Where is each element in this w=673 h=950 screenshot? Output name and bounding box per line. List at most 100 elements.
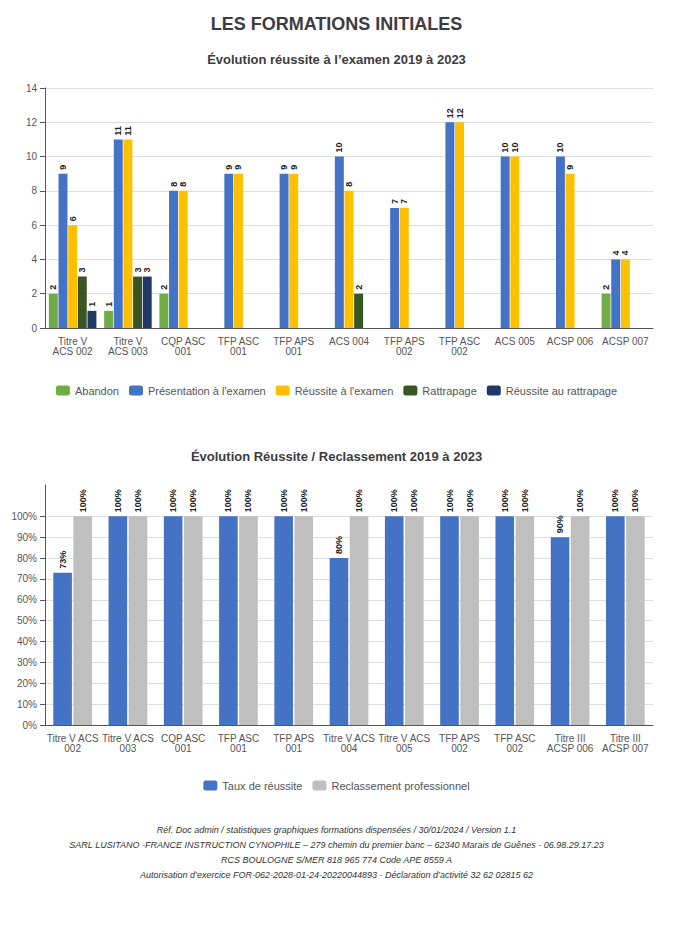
svg-text:100%: 100% (133, 489, 143, 512)
svg-text:7: 7 (399, 199, 409, 204)
svg-text:100%: 100% (113, 489, 123, 512)
svg-text:ACSP 007: ACSP 007 (602, 743, 649, 754)
svg-text:002: 002 (451, 346, 468, 357)
svg-text:001: 001 (175, 743, 192, 754)
svg-text:ACSP 006: ACSP 006 (547, 743, 594, 754)
svg-text:001: 001 (230, 743, 247, 754)
svg-text:001: 001 (230, 346, 247, 357)
svg-text:2: 2 (601, 285, 611, 290)
svg-text:100%: 100% (223, 489, 233, 512)
svg-text:3: 3 (142, 268, 152, 273)
svg-text:3: 3 (133, 268, 143, 273)
svg-text:Évolution Réussite / Reclassem: Évolution Réussite / Reclassement 2019 à… (191, 449, 482, 464)
svg-text:10: 10 (334, 143, 344, 153)
svg-text:2: 2 (48, 285, 58, 290)
svg-text:100%: 100% (630, 489, 640, 512)
svg-text:10: 10 (500, 143, 510, 153)
svg-text:0%: 0% (23, 720, 38, 731)
svg-text:9: 9 (224, 165, 234, 170)
svg-text:10: 10 (510, 143, 520, 153)
svg-text:100%: 100% (520, 489, 530, 512)
svg-text:60%: 60% (17, 594, 37, 605)
svg-text:14: 14 (26, 83, 38, 94)
svg-text:100%: 100% (168, 489, 178, 512)
svg-text:10: 10 (26, 151, 38, 162)
svg-text:100%: 100% (354, 489, 364, 512)
svg-text:001: 001 (285, 346, 302, 357)
svg-text:SARL LUSITANO -FRANCE INSTRUCT: SARL LUSITANO -FRANCE INSTRUCTION CYNOPH… (69, 840, 603, 850)
svg-text:50%: 50% (17, 615, 37, 626)
svg-text:73%: 73% (58, 551, 68, 569)
svg-text:002: 002 (506, 743, 523, 754)
svg-text:80%: 80% (17, 553, 37, 564)
svg-text:70%: 70% (17, 573, 37, 584)
svg-text:90%: 90% (17, 532, 37, 543)
svg-text:12: 12 (445, 108, 455, 118)
svg-text:ACSP 007: ACSP 007 (602, 336, 649, 347)
svg-text:9: 9 (565, 165, 575, 170)
svg-text:8: 8 (178, 182, 188, 187)
svg-text:ACS 005: ACS 005 (495, 336, 535, 347)
svg-text:002: 002 (451, 743, 468, 754)
svg-text:12: 12 (26, 117, 38, 128)
svg-text:100%: 100% (78, 489, 88, 512)
svg-text:Taux de réussite: Taux de réussite (222, 780, 302, 792)
svg-text:002: 002 (396, 346, 413, 357)
svg-text:001: 001 (285, 743, 302, 754)
svg-text:9: 9 (289, 165, 299, 170)
svg-text:2: 2 (159, 285, 169, 290)
svg-text:6: 6 (68, 216, 78, 221)
svg-text:9: 9 (279, 165, 289, 170)
svg-text:ACSP 006: ACSP 006 (547, 336, 594, 347)
svg-text:11: 11 (113, 126, 123, 136)
svg-text:Présentation à l'examen: Présentation à l'examen (148, 385, 266, 397)
svg-text:Rattrapage: Rattrapage (422, 385, 476, 397)
svg-text:10: 10 (555, 143, 565, 153)
svg-text:100%: 100% (299, 489, 309, 512)
svg-text:100%: 100% (279, 489, 289, 512)
svg-text:Réf. Doc admin / statistiques: Réf. Doc admin / statistiques graphiques… (157, 825, 516, 835)
svg-text:Autorisation d’exercice FOR-06: Autorisation d’exercice FOR-062-2028-01-… (139, 870, 533, 880)
svg-text:1: 1 (87, 302, 97, 307)
svg-text:100%: 100% (445, 489, 455, 512)
svg-text:4: 4 (31, 254, 37, 265)
svg-text:6: 6 (31, 220, 37, 231)
svg-text:100%: 100% (465, 489, 475, 512)
svg-text:10%: 10% (17, 699, 37, 710)
svg-text:004: 004 (341, 743, 358, 754)
svg-text:30%: 30% (17, 657, 37, 668)
svg-text:Abandon: Abandon (75, 385, 119, 397)
svg-text:LES FORMATIONS INITIALES: LES FORMATIONS INITIALES (211, 14, 463, 34)
svg-text:005: 005 (396, 743, 413, 754)
svg-text:100%: 100% (575, 489, 585, 512)
svg-text:Réussite à l'examen: Réussite à l'examen (295, 385, 394, 397)
svg-text:8: 8 (344, 182, 354, 187)
svg-text:100%: 100% (188, 489, 198, 512)
svg-text:RCS BOULOGNE S/MER 818 965 774: RCS BOULOGNE S/MER 818 965 774 Code APE … (221, 855, 452, 865)
svg-text:8: 8 (31, 185, 37, 196)
svg-text:2: 2 (354, 285, 364, 290)
svg-text:Reclassement professionnel: Reclassement professionnel (331, 780, 469, 792)
svg-text:100%: 100% (11, 511, 37, 522)
svg-text:1: 1 (104, 302, 114, 307)
svg-text:100%: 100% (409, 489, 419, 512)
svg-text:8: 8 (169, 182, 179, 187)
svg-text:Évolution réussite à l’examen: Évolution réussite à l’examen 2019 à 202… (207, 52, 466, 67)
svg-text:4: 4 (620, 250, 630, 255)
svg-text:100%: 100% (500, 489, 510, 512)
svg-text:001: 001 (175, 346, 192, 357)
svg-text:9: 9 (233, 165, 243, 170)
svg-text:002: 002 (64, 743, 81, 754)
svg-text:003: 003 (120, 743, 137, 754)
svg-text:7: 7 (390, 199, 400, 204)
svg-text:ACS 003: ACS 003 (108, 346, 148, 357)
svg-text:100%: 100% (610, 489, 620, 512)
svg-text:3: 3 (77, 268, 87, 273)
svg-text:9: 9 (58, 165, 68, 170)
svg-text:ACS 004: ACS 004 (329, 336, 369, 347)
svg-text:11: 11 (123, 126, 133, 136)
svg-text:2: 2 (31, 288, 37, 299)
svg-text:Réussite au rattrapage: Réussite au rattrapage (506, 385, 617, 397)
svg-text:100%: 100% (389, 489, 399, 512)
svg-text:12: 12 (455, 108, 465, 118)
